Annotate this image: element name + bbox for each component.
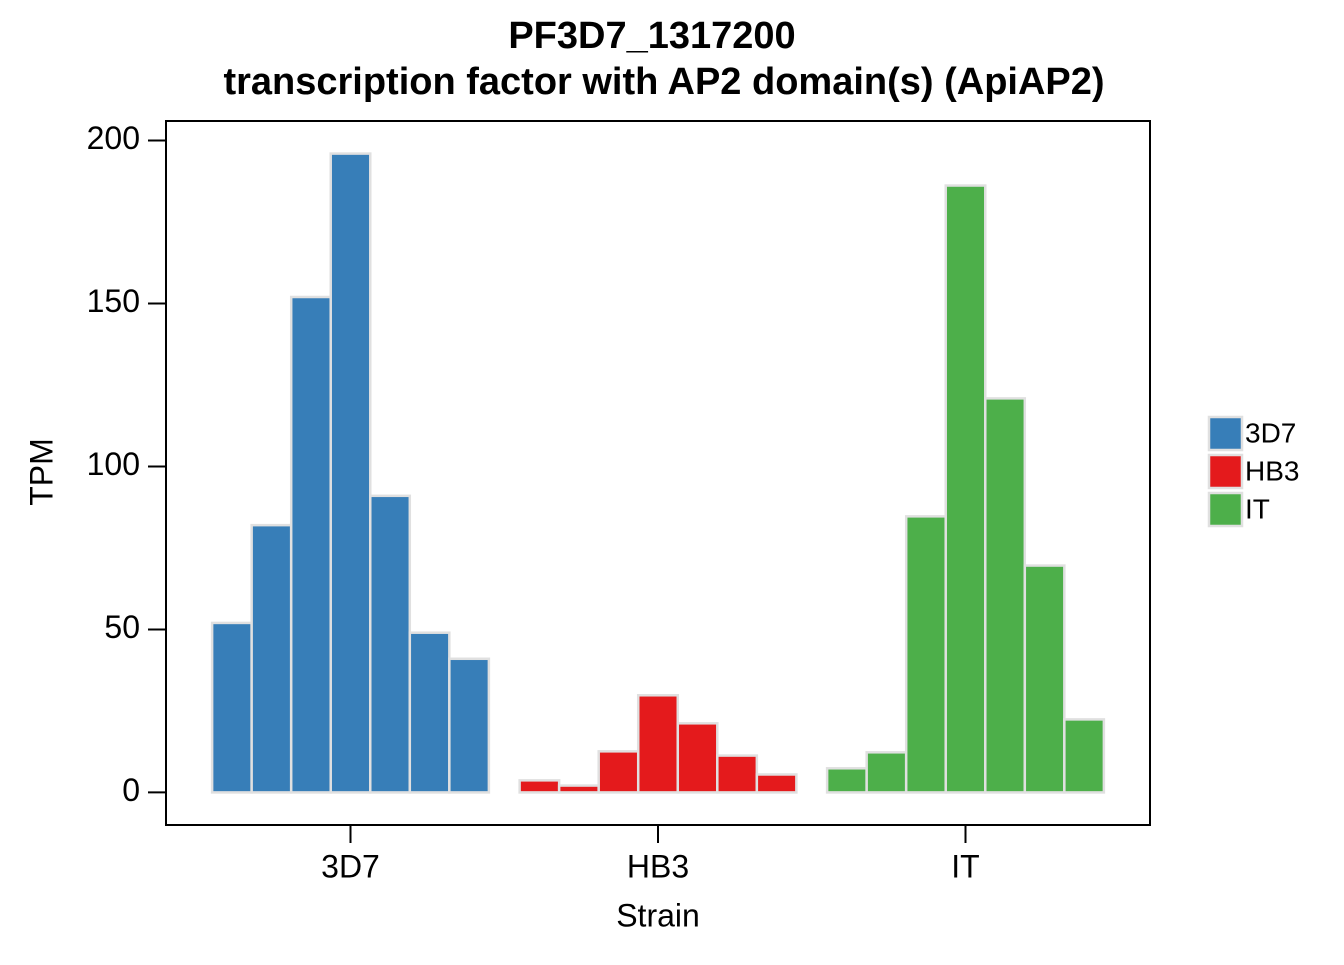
bar — [716, 754, 759, 794]
legend-label: IT — [1245, 493, 1270, 524]
bar — [676, 722, 719, 794]
y-axis-label: TPM — [23, 438, 59, 506]
legend-swatch — [1207, 491, 1244, 528]
x-tick-label: IT — [951, 848, 979, 884]
y-tick-label: 150 — [87, 283, 140, 319]
x-axis-label: Strain — [616, 897, 700, 933]
legend-swatch — [1207, 415, 1244, 452]
y-tick-label: 50 — [104, 609, 140, 645]
bar — [408, 631, 451, 794]
y-tick-label: 0 — [122, 772, 140, 808]
chart-subtitle: transcription factor with AP2 domain(s) … — [223, 61, 1104, 103]
legend-label: HB3 — [1245, 455, 1299, 486]
bar — [1063, 718, 1106, 794]
bar — [904, 515, 947, 794]
bar — [944, 184, 987, 794]
bar — [329, 152, 372, 794]
legend-label: 3D7 — [1245, 417, 1296, 448]
bar — [210, 621, 253, 794]
bar — [289, 295, 332, 794]
bar — [369, 494, 412, 794]
bar — [557, 784, 600, 794]
chart-title: PF3D7_1317200 — [508, 15, 795, 57]
bar — [1023, 564, 1066, 794]
bar — [597, 750, 640, 794]
bar — [250, 523, 293, 794]
bar — [755, 773, 798, 794]
legend-swatch — [1207, 453, 1244, 490]
bar — [984, 397, 1027, 794]
y-tick-label: 100 — [87, 446, 140, 482]
bar — [518, 779, 561, 794]
bar — [448, 657, 491, 794]
bar — [636, 694, 680, 794]
y-tick-label: 200 — [87, 120, 140, 156]
bar — [865, 751, 908, 794]
bar — [825, 767, 868, 794]
x-tick-label: HB3 — [627, 848, 689, 884]
x-tick-label: 3D7 — [321, 848, 380, 884]
